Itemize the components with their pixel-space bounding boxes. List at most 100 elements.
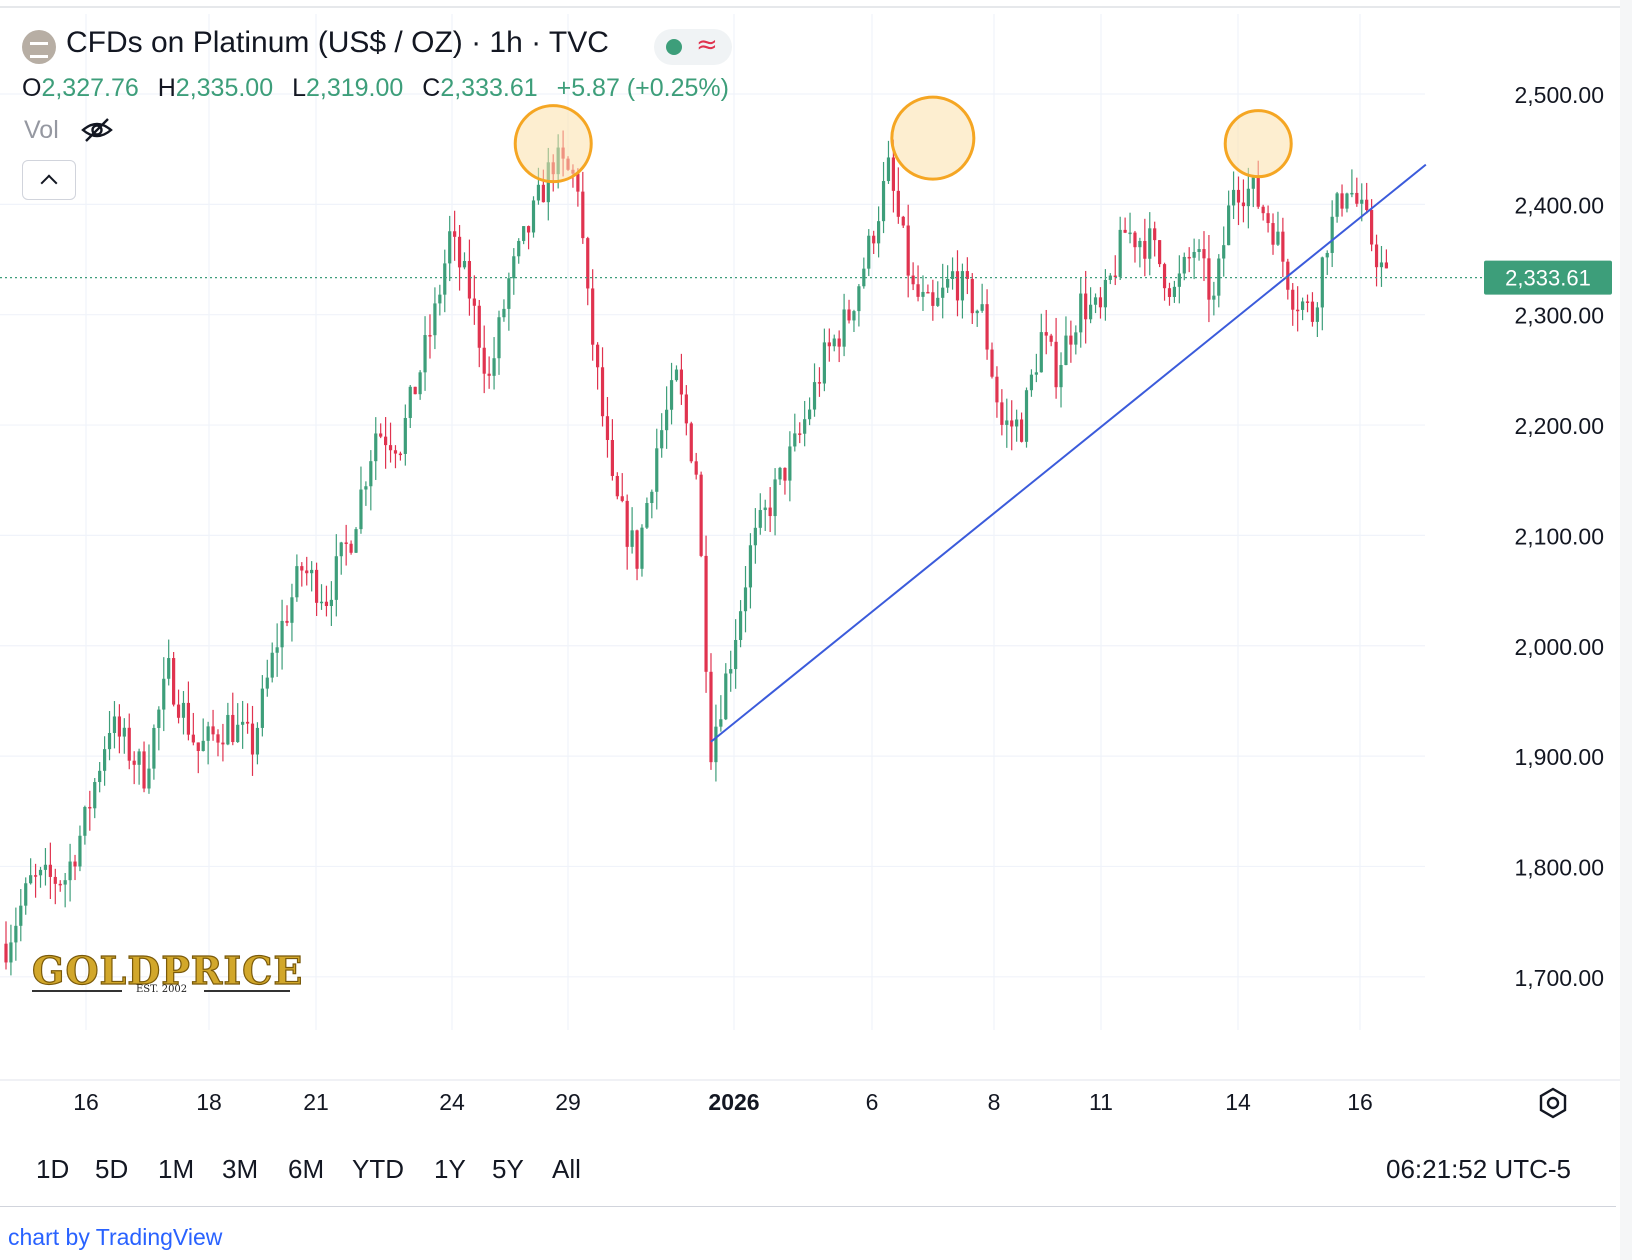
candle (512, 248, 516, 295)
candle (127, 713, 131, 770)
candle (1162, 262, 1167, 301)
candle (438, 284, 442, 316)
range-button-5y[interactable]: 5Y (492, 1154, 524, 1184)
range-button-1y[interactable]: 1Y (434, 1154, 466, 1184)
candle (53, 868, 57, 905)
candle (433, 287, 437, 350)
time-tick-label: 14 (1225, 1089, 1251, 1115)
candle (896, 167, 900, 224)
candle (319, 584, 324, 610)
candle (911, 262, 915, 291)
price-tick-label: 2,100.00 (1514, 523, 1604, 549)
candle (714, 704, 718, 782)
candle (393, 445, 398, 469)
candle (650, 489, 654, 519)
candle (226, 702, 230, 746)
candle (576, 168, 580, 207)
symbol-title[interactable]: CFDs on Platinum (US$ / OZ) · 1h · TVC (66, 26, 609, 59)
time-axis[interactable]: 16 18 21 24 29 2026 6 8 11 14 16 (0, 1079, 1620, 1115)
candle (1360, 183, 1364, 222)
candle (186, 681, 191, 741)
range-button-ytd[interactable]: YTD (352, 1154, 404, 1184)
candle (586, 236, 590, 306)
candle (1098, 287, 1103, 319)
candle (812, 363, 817, 417)
candle (423, 316, 427, 391)
candle (324, 585, 329, 617)
candle (403, 404, 407, 466)
candle (73, 854, 77, 881)
candle (413, 386, 417, 395)
candle (788, 431, 792, 502)
range-button-all[interactable]: All (552, 1154, 581, 1184)
candle (901, 215, 905, 229)
candle (408, 384, 412, 429)
candle (965, 257, 969, 295)
candle (610, 419, 614, 481)
candle (847, 299, 851, 324)
candle (709, 653, 713, 770)
candle (374, 417, 378, 480)
hide-eye-icon[interactable] (80, 116, 114, 144)
time-tick-label: 2026 (708, 1089, 759, 1115)
candle (112, 701, 117, 749)
candle (236, 703, 240, 743)
range-button-6m[interactable]: 6M (288, 1154, 325, 1184)
range-button-5d[interactable]: 5D (95, 1154, 129, 1184)
candle (1084, 270, 1088, 344)
candle (1138, 237, 1142, 268)
candle (1133, 230, 1137, 263)
collapse-legend-button[interactable] (22, 160, 76, 200)
range-button-3m[interactable]: 3M (222, 1154, 259, 1184)
candle (753, 508, 757, 564)
range-button-1m[interactable]: 1M (158, 1154, 195, 1184)
last-price-label: 2,333.61 (1505, 266, 1591, 291)
candle (827, 328, 831, 362)
candle (280, 599, 284, 670)
ascending-trendline[interactable] (710, 163, 1427, 743)
candle (349, 540, 353, 555)
candle (157, 706, 161, 751)
candle (1197, 239, 1201, 261)
candle (1015, 409, 1019, 442)
price-tick-label: 1,700.00 (1514, 965, 1604, 991)
candle (265, 659, 269, 697)
candle (596, 342, 600, 390)
candle (152, 724, 156, 780)
range-button-1d[interactable]: 1D (36, 1154, 70, 1184)
candle (877, 206, 881, 258)
candle (285, 605, 289, 627)
candle (625, 494, 629, 570)
candle (1093, 293, 1098, 314)
peak-highlight-circle (1223, 109, 1293, 179)
candle (1089, 287, 1093, 324)
candle (985, 289, 989, 360)
price-axis[interactable]: 1,700.00 1,800.00 1,900.00 2,000.00 2,100.00… (1514, 82, 1604, 991)
candle (379, 423, 383, 439)
high-value: 2,335.00 (175, 74, 274, 102)
candle (699, 471, 703, 558)
candle (1123, 217, 1127, 234)
candle (384, 417, 388, 469)
candle (1286, 258, 1290, 300)
candle (492, 337, 496, 390)
candle (852, 309, 856, 332)
candle (147, 744, 151, 794)
right-scrollbar[interactable] (1620, 0, 1632, 1260)
candle (1158, 240, 1162, 268)
candle (783, 467, 787, 495)
candle (1241, 179, 1246, 223)
candle (778, 466, 782, 486)
candle (768, 487, 772, 533)
candle (142, 741, 146, 793)
candle (1177, 255, 1181, 304)
candle (995, 366, 999, 418)
candle (950, 257, 955, 290)
settings-gear-icon[interactable] (1536, 1086, 1570, 1120)
candle (1103, 269, 1107, 321)
candle (645, 497, 649, 529)
tradingview-credit-link[interactable]: chart by TradingView (8, 1224, 223, 1250)
peak-highlight-circle (890, 95, 976, 181)
